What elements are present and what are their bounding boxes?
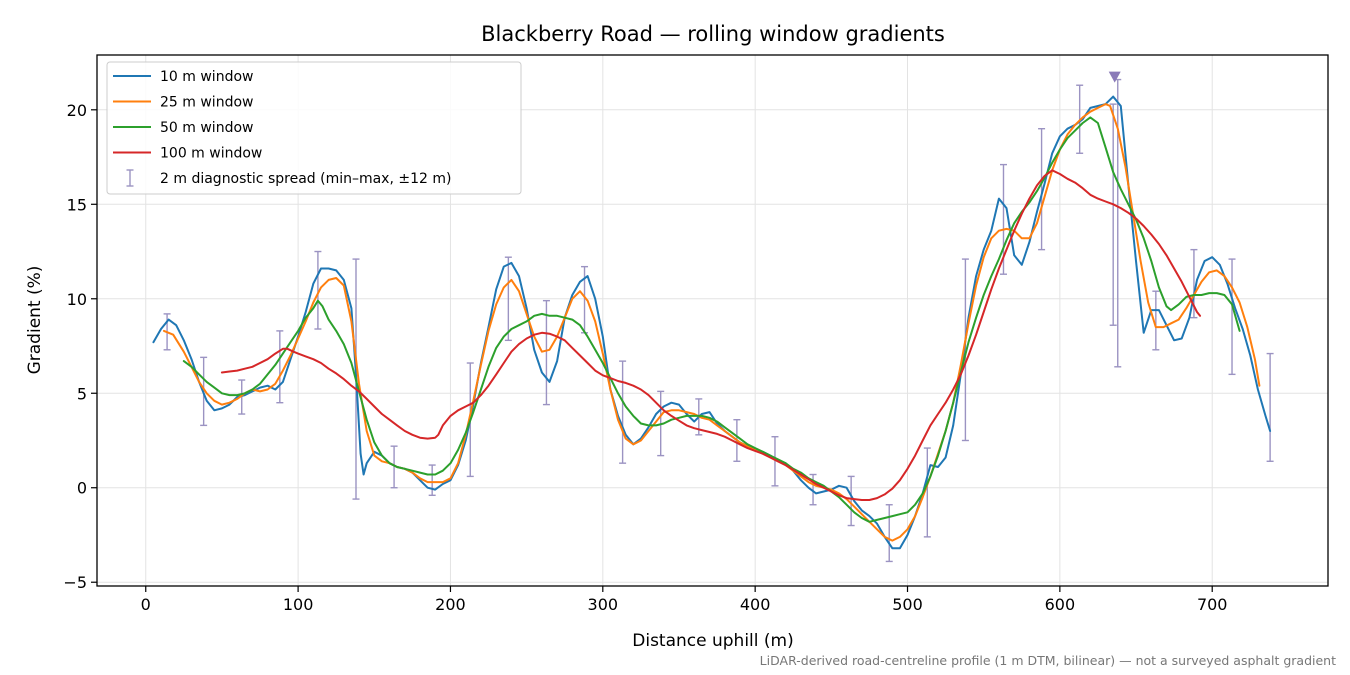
x-tick-label: 100 [283, 595, 314, 614]
series-line [163, 103, 1261, 542]
y-axis-label: Gradient (%) [25, 266, 45, 375]
series-line [182, 116, 1241, 523]
legend-label: 25 m window [160, 95, 253, 111]
legend: 10 m window 25 m window 50 m window 100 m w… [106, 61, 522, 195]
y-axis-ticks: −5 0 5 10 15 20 [63, 101, 97, 592]
y-tick-label: 5 [77, 384, 87, 403]
series-line [220, 169, 1201, 501]
x-tick-label: 600 [1045, 595, 1076, 614]
legend-box [106, 61, 522, 195]
legend-label: 50 m window [160, 120, 253, 136]
legend-label: 100 m window [160, 146, 262, 162]
footnote: LiDAR-derived road-centreline profile (1… [760, 653, 1336, 668]
x-tick-label: 300 [588, 595, 619, 614]
y-tick-label: 10 [67, 290, 87, 309]
y-tick-label: 15 [67, 195, 87, 214]
plot-frame [96, 54, 1329, 587]
x-tick-label: 200 [435, 595, 466, 614]
y-tick-label: 20 [67, 101, 87, 120]
x-tick-label: 400 [740, 595, 771, 614]
peak-marker-icon [1108, 71, 1121, 83]
x-tick-label: 700 [1197, 595, 1228, 614]
y-tick-label: 0 [77, 479, 87, 498]
x-axis-label: Distance uphill (m) [632, 631, 793, 651]
y-tick-label: −5 [63, 573, 87, 592]
series-lines [152, 95, 1272, 550]
x-tick-label: 0 [141, 595, 151, 614]
x-axis-ticks: 0 100 200 300 400 500 600 700 [141, 586, 1228, 614]
legend-label: 10 m window [160, 69, 253, 85]
legend-label: 2 m diagnostic spread (min–max, ±12 m) [160, 171, 451, 187]
x-tick-label: 500 [892, 595, 923, 614]
peak-marker-layer [1108, 71, 1121, 83]
chart-title: Blackberry Road — rolling window gradien… [481, 22, 945, 46]
